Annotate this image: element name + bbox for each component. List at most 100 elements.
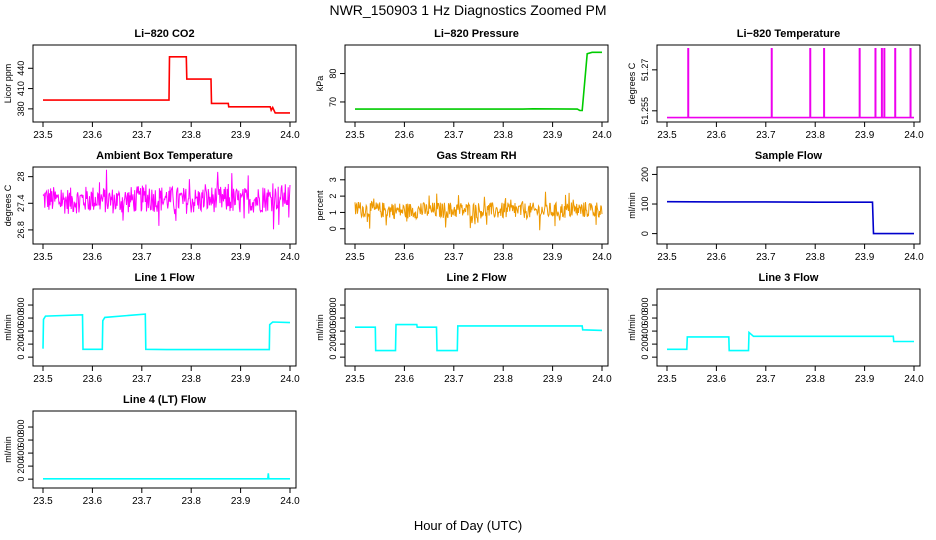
- plot-frame: [344, 44, 609, 123]
- x-tick-label: 23.6: [395, 374, 415, 385]
- y-tick-label: 1: [328, 210, 338, 215]
- x-tick-label: 23.8: [181, 374, 201, 385]
- data-series-line: [666, 200, 914, 235]
- x-tick-label: 23.7: [132, 130, 152, 141]
- data-series-line: [355, 51, 602, 112]
- y-tick-label: 200: [16, 459, 26, 474]
- x-tick-label: 23.8: [805, 374, 825, 385]
- data-series-line: [667, 330, 914, 352]
- x-tick-label: 23.8: [805, 130, 825, 141]
- data-series-line: [42, 313, 291, 351]
- x-tick-label: 23.8: [181, 496, 201, 507]
- x-tick-label: 23.5: [345, 130, 365, 141]
- panel-title: Sample Flow: [755, 150, 823, 162]
- y-axis-label: degrees C: [627, 62, 637, 104]
- x-tick-label: 23.8: [805, 252, 825, 263]
- x-tick-label: 23.9: [855, 252, 875, 263]
- data-series-line: [354, 191, 603, 231]
- x-tick-label: 23.8: [493, 252, 513, 263]
- y-axis-label: ml/min: [3, 436, 13, 463]
- x-tick-label: 23.9: [543, 374, 563, 385]
- x-tick-label: 23.9: [231, 130, 251, 141]
- y-tick-label: 0: [328, 355, 338, 360]
- y-tick-label: 27.4: [16, 195, 26, 213]
- y-tick-label: 51.27: [640, 59, 650, 82]
- x-tick-label: 24.0: [280, 374, 300, 385]
- x-tick-label: 23.5: [33, 496, 53, 507]
- x-tick-label: 24.0: [904, 252, 924, 263]
- panel-1: Li−820 CO2 23.5 23.6 23.7 23.8 23.9 24.0 380 410…: [3, 28, 300, 141]
- panel-2: Li−820 Pressure 23.5 23.6 23.7 23.8 23.9 24.0 7…: [315, 28, 612, 141]
- x-tick-label: 23.7: [444, 252, 464, 263]
- y-tick-label: 600: [640, 311, 650, 326]
- panel-title: Gas Stream RH: [436, 150, 516, 162]
- plot-frame: [32, 166, 297, 245]
- panel-title: Li−820 Temperature: [737, 28, 840, 40]
- y-tick-label: 70: [328, 97, 338, 107]
- panel-title: Line 3 Flow: [759, 272, 819, 284]
- y-tick-label: 600: [16, 433, 26, 448]
- y-axis-label: percent: [315, 190, 325, 221]
- x-tick-label: 23.9: [855, 374, 875, 385]
- x-tick-label: 23.6: [83, 130, 103, 141]
- x-tick-label: 23.9: [855, 130, 875, 141]
- y-tick-label: 600: [16, 311, 26, 326]
- plot-frame: [656, 166, 921, 245]
- y-axis-label: degrees C: [3, 184, 13, 226]
- y-tick-label: 800: [16, 420, 26, 435]
- x-axis-caption: Hour of Day (UTC): [413, 518, 523, 533]
- x-tick-label: 23.5: [345, 374, 365, 385]
- y-tick-label: 800: [640, 298, 650, 313]
- y-tick-label: 0: [16, 355, 26, 360]
- y-tick-label: 0: [16, 477, 26, 482]
- data-series-line: [43, 55, 290, 114]
- panel-5: Gas Stream RH 23.5 23.6 23.7 23.8 23.9 24.0 0 1 2…: [315, 150, 612, 263]
- x-tick-label: 24.0: [904, 374, 924, 385]
- y-tick-label: 400: [16, 324, 26, 339]
- y-tick-label: 0: [640, 231, 650, 236]
- plot-frame: [32, 288, 297, 367]
- y-axis-label: ml/min: [315, 314, 325, 341]
- panel-8: Line 2 Flow 23.5 23.6 23.7 23.8 23.9 24.0 0 2004…: [315, 272, 612, 385]
- y-tick-label: 0: [640, 355, 650, 360]
- x-tick-label: 23.9: [231, 496, 251, 507]
- x-tick-label: 23.5: [345, 252, 365, 263]
- y-tick-label: 26.8: [16, 221, 26, 239]
- x-tick-label: 23.6: [83, 374, 103, 385]
- x-tick-label: 24.0: [280, 130, 300, 141]
- y-tick-label: 51.255: [640, 97, 650, 125]
- panel-title: Line 4 (LT) Flow: [123, 394, 206, 406]
- data-series-line: [355, 323, 603, 352]
- x-tick-label: 23.7: [132, 496, 152, 507]
- y-tick-label: 200: [640, 337, 650, 352]
- y-axis-label: ml/min: [627, 192, 637, 219]
- y-tick-label: 200: [328, 337, 338, 352]
- y-tick-label: 0: [328, 226, 338, 231]
- x-tick-label: 23.6: [707, 252, 727, 263]
- x-tick-label: 24.0: [592, 130, 612, 141]
- y-tick-label: 28: [16, 172, 26, 182]
- x-tick-label: 23.6: [83, 252, 103, 263]
- y-axis-label: Licor ppm: [3, 64, 13, 104]
- x-tick-label: 24.0: [904, 130, 924, 141]
- y-tick-label: 440: [16, 61, 26, 76]
- x-tick-label: 23.8: [181, 252, 201, 263]
- y-tick-label: 100: [640, 197, 650, 212]
- y-tick-label: 800: [16, 298, 26, 313]
- x-tick-label: 24.0: [280, 496, 300, 507]
- y-axis-label: ml/min: [627, 314, 637, 341]
- y-tick-label: 400: [640, 324, 650, 339]
- x-tick-label: 23.6: [395, 252, 415, 263]
- x-tick-label: 23.9: [543, 252, 563, 263]
- x-tick-label: 23.8: [181, 130, 201, 141]
- x-tick-label: 23.8: [493, 130, 513, 141]
- panel-title: Line 1 Flow: [135, 272, 195, 284]
- x-tick-label: 23.8: [493, 374, 513, 385]
- panel-9: Line 3 Flow 23.5 23.6 23.7 23.8 23.9 24.0 0 2004…: [627, 272, 924, 385]
- y-tick-label: 600: [328, 311, 338, 326]
- panel-6: Sample Flow 23.5 23.6 23.7 23.8 23.9 24.0 0 100 2…: [627, 150, 924, 263]
- panel-7: Line 1 Flow 23.5 23.6 23.7 23.8 23.9 24.0 0 2004…: [3, 272, 300, 385]
- x-tick-label: 23.5: [33, 130, 53, 141]
- y-tick-label: 200: [16, 337, 26, 352]
